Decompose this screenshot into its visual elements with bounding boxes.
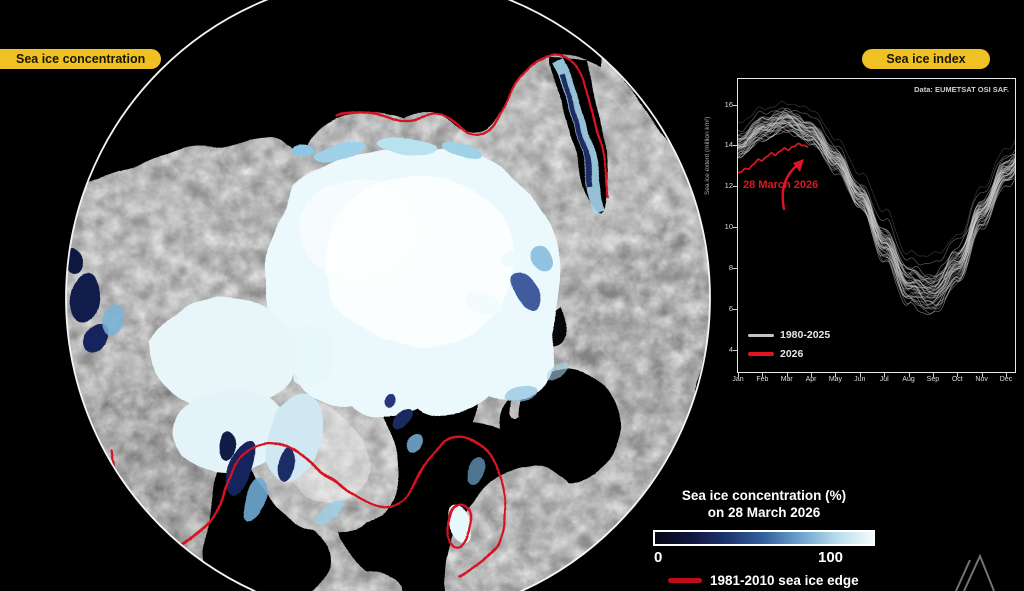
- scandinavia: [447, 466, 592, 591]
- y-tick-mark: [733, 308, 737, 310]
- badge-sea-ice-concentration: Sea ice concentration: [0, 49, 162, 69]
- x-tick-mark: [859, 373, 861, 377]
- x-tick-label: Sep: [926, 376, 940, 383]
- x-tick-label: Mar: [780, 376, 793, 383]
- map-legend-panel: Sea ice concentration (%) on 28 March 20…: [648, 487, 880, 588]
- x-tick-label: Feb: [756, 376, 769, 383]
- concentration-colorbar: [653, 530, 875, 546]
- legend-title-line1: Sea ice concentration (%): [681, 488, 847, 503]
- x-tick-label: Nov: [975, 376, 988, 383]
- x-tick-mark: [981, 373, 983, 377]
- y-tick-label: 8: [728, 262, 733, 272]
- x-tick-mark: [932, 373, 934, 377]
- chart-legend-row: 1980-2025: [748, 329, 830, 341]
- y-tick-mark: [733, 104, 737, 106]
- y-tick-label: 10: [724, 222, 733, 232]
- legend-series-label: 2026: [780, 348, 804, 360]
- y-tick-mark: [733, 145, 737, 147]
- y-tick-mark: [733, 349, 737, 351]
- legend-line-swatch: [748, 352, 774, 356]
- edge-legend-swatch: [668, 578, 702, 583]
- y-tick-mark: [733, 267, 737, 269]
- y-tick-label: 12: [724, 181, 733, 191]
- x-tick-mark: [957, 373, 959, 377]
- y-tick-mark: [733, 186, 737, 188]
- chart-legend-row: 2026: [748, 348, 830, 360]
- data-source-note: Data: EUMETSAT OSI SAF.: [914, 85, 1009, 94]
- map-circle-outline: [65, 0, 711, 591]
- colorbar-min-label: 0: [654, 549, 663, 566]
- chart-annotation: 28 March 2026: [743, 179, 819, 191]
- colorbar-max-label: 100: [818, 549, 844, 566]
- x-tick-label: Jan: [732, 376, 744, 383]
- ice-fringe: [66, 59, 604, 524]
- y-tick-mark: [733, 227, 737, 229]
- x-tick-mark: [1006, 373, 1007, 377]
- x-tick-label: Jun: [854, 376, 866, 383]
- logo-mark-icon: [955, 553, 995, 591]
- x-tick-mark: [762, 373, 764, 377]
- edge-legend-row: 1981-2010 sea ice edge: [648, 573, 880, 588]
- badge-sea-ice-index: Sea ice index: [862, 49, 990, 69]
- x-tick-label: Aug: [902, 376, 915, 383]
- legend-line-swatch: [748, 333, 774, 337]
- y-tick-label: 6: [728, 303, 733, 313]
- x-tick-mark: [786, 373, 788, 377]
- x-tick-mark: [835, 373, 837, 377]
- chart-legend: 1980-2025 2026: [748, 329, 830, 367]
- y-axis-label: Sea ice extent (million km²): [704, 116, 711, 195]
- x-tick-label: May: [828, 376, 843, 383]
- y-tick-label: 4: [728, 344, 733, 354]
- x-tick-mark: [738, 373, 739, 377]
- bothnia-ice: [449, 503, 475, 543]
- x-tick-mark: [884, 373, 886, 377]
- x-tick-label: Jul: [879, 376, 889, 383]
- y-tick-label: 14: [724, 140, 733, 150]
- colorbar-labels: 0 100: [648, 549, 880, 569]
- edge-legend-label: 1981-2010 sea ice edge: [710, 573, 859, 588]
- x-tick-mark: [908, 373, 910, 377]
- y-tick-label: 16: [724, 99, 733, 109]
- british-isles: [346, 573, 398, 591]
- x-tick-label: Dec: [999, 376, 1013, 383]
- legend-series-label: 1980-2025: [780, 329, 831, 341]
- chart-canvas: [738, 79, 1015, 372]
- x-tick-label: Oct: [951, 376, 963, 383]
- sea-ice-index-chart: Data: EUMETSAT OSI SAF. 28 March 2026 Se…: [704, 78, 1016, 383]
- x-tick-mark: [811, 373, 813, 377]
- legend-title-line2: on 28 March 2026: [707, 505, 821, 520]
- x-tick-label: Apr: [805, 376, 817, 383]
